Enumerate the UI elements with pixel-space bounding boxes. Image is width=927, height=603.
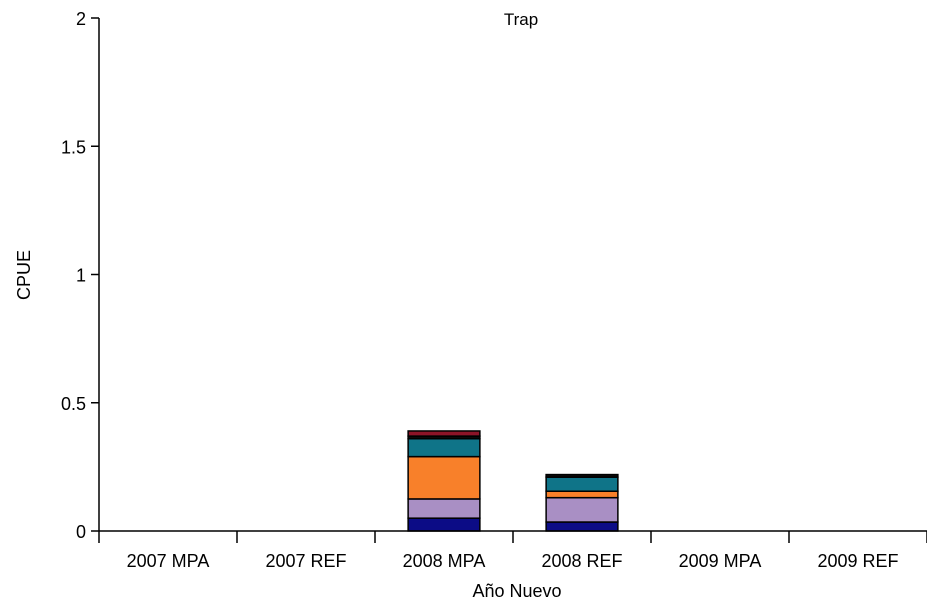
bar-segment: [545, 521, 619, 532]
y-axis-title: CPUE: [14, 250, 34, 300]
x-ticks: 2007 MPA 2007 REF 2008 MPA 2008 REF 2009 MPA…: [98, 531, 927, 571]
y-tick-label: 1: [76, 266, 86, 286]
bar-segment: [407, 517, 481, 532]
bar-segment: [545, 476, 619, 492]
x-tick-label: 2007 MPA: [127, 551, 210, 571]
x-tick-label: 2008 MPA: [403, 551, 486, 571]
bar-segment: [407, 455, 481, 500]
y-ticks: 0 0.5 1 1.5 2: [61, 9, 99, 542]
y-tick-label: 1.5: [61, 137, 86, 157]
x-axis-title: Año Nuevo: [472, 581, 561, 601]
x-tick-label: 2008 REF: [541, 551, 622, 571]
bar-segment: [545, 473, 619, 478]
bar-segment: [407, 498, 481, 519]
y-tick-label: 0: [76, 522, 86, 542]
bar-segment: [545, 496, 619, 523]
y-tick-label: 2: [76, 9, 86, 29]
bar-segment: [407, 430, 481, 437]
bar-segment: [407, 437, 481, 458]
x-tick-label: 2009 MPA: [679, 551, 762, 571]
x-tick-label: 2007 REF: [265, 551, 346, 571]
x-tick-label: 2009 REF: [817, 551, 898, 571]
bar-segment: [545, 490, 619, 499]
bars-layer: [407, 430, 619, 532]
chart-title: Trap: [504, 10, 538, 29]
y-tick-label: 0.5: [61, 394, 86, 414]
